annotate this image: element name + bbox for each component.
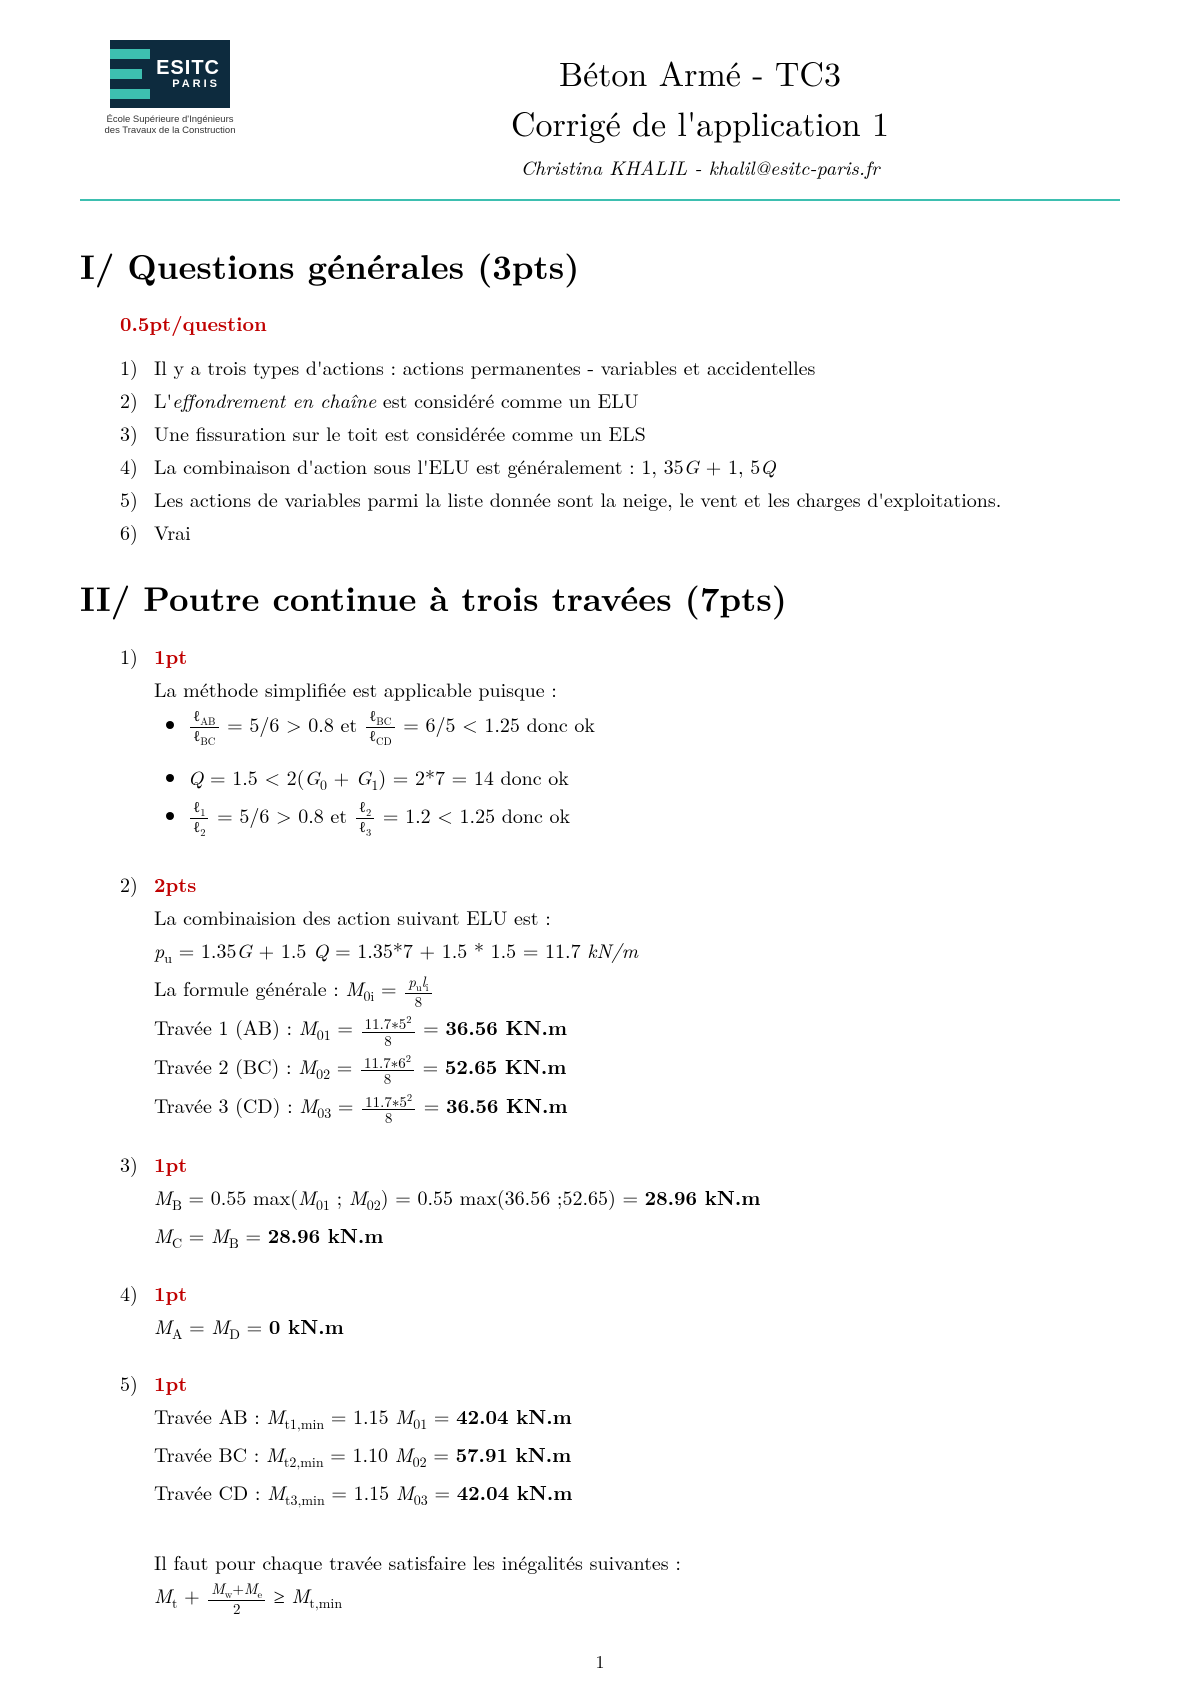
list-item: 2)2ptsLa combinaision des action suivant… <box>120 868 1120 1128</box>
logo-block: ESITC PARIS École Supérieure d'Ingénieur… <box>80 40 260 137</box>
page-number: 1 <box>0 1649 1200 1674</box>
doc-title-2: Corrigé de l'application 1 <box>280 98 1120 146</box>
divider <box>80 199 1120 201</box>
list-item: 5)Les actions de variables parmi la list… <box>120 483 1120 514</box>
author-line: Christina KHALIL - khalil@esitc-paris.fr <box>280 152 1120 181</box>
section-1-heading: I/ Questions générales (3pts) <box>80 241 1120 290</box>
section-1-pts: 0.5pt/question <box>120 308 1120 337</box>
logo-icon: ESITC PARIS <box>110 40 230 108</box>
list-item: 2)L'effondrement en chaîne est considéré… <box>120 384 1120 415</box>
section-2-list: 1)1ptLa méthode simplifiée est applicabl… <box>120 640 1120 1619</box>
logo-name-bot: PARIS <box>156 79 220 91</box>
doc-title-1: Béton Armé - TC3 <box>280 48 1120 96</box>
list-item: 5)1ptTravée AB : Mt1,min = 1.15 M01 = 42… <box>120 1367 1120 1619</box>
list-item: 6)Vrai <box>120 516 1120 547</box>
section-2-heading: II/ Poutre continue à trois travées (7pt… <box>80 573 1120 622</box>
list-item: 4)La combinaison d'action sous l'ELU est… <box>120 450 1120 481</box>
list-item: 3)Une fissuration sur le toit est consid… <box>120 417 1120 448</box>
title-block: Béton Armé - TC3 Corrigé de l'applicatio… <box>280 40 1120 181</box>
list-item: 4)1ptMA = MD = 0 kN.m <box>120 1277 1120 1348</box>
list-item: 3)1ptMB = 0.55 max(M01 ; M02) = 0.55 max… <box>120 1148 1120 1256</box>
page: ESITC PARIS École Supérieure d'Ingénieur… <box>0 0 1200 1698</box>
header: ESITC PARIS École Supérieure d'Ingénieur… <box>80 40 1120 181</box>
logo-caption: École Supérieure d'Ingénieurs des Travau… <box>80 114 260 137</box>
section-1-list: 1)Il y a trois types d'actions : actions… <box>120 351 1120 547</box>
logo-name-top: ESITC <box>156 58 220 79</box>
section-1-content: 0.5pt/question 1)Il y a trois types d'ac… <box>80 308 1120 547</box>
list-item: 1)Il y a trois types d'actions : actions… <box>120 351 1120 382</box>
section-2-content: 1)1ptLa méthode simplifiée est applicabl… <box>80 640 1120 1619</box>
list-item: 1)1ptLa méthode simplifiée est applicabl… <box>120 640 1120 848</box>
